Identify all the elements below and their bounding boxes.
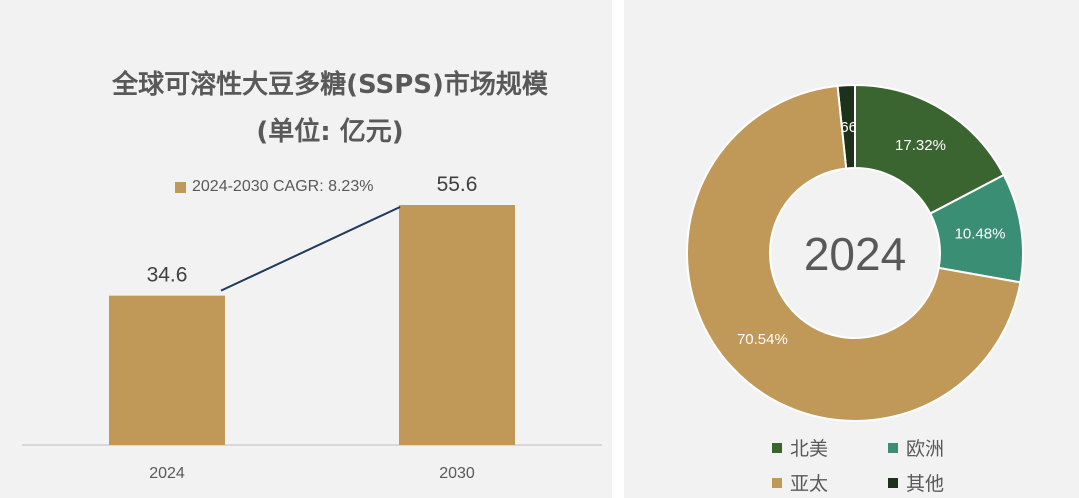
x-tick-label-2030: 2030 xyxy=(439,465,475,482)
legend-label: 北美 xyxy=(790,438,829,460)
chart-title: 全球可溶性大豆多糖(SSPS)市场规模 xyxy=(112,70,548,100)
bar-chart: 34.6 2024 55.6 2030 xyxy=(22,173,602,482)
slice-label-欧洲: 10.48% xyxy=(955,226,1006,243)
legend-item-north-america: 北美 xyxy=(772,434,888,461)
data-label-2024: 34.6 xyxy=(147,264,188,287)
chart-subtitle: (单位: 亿元) xyxy=(256,117,404,147)
x-tick-label-2024: 2024 xyxy=(149,465,185,482)
cagr-trend-line xyxy=(220,206,401,292)
legend-swatch xyxy=(888,442,898,453)
legend-label: 欧洲 xyxy=(906,438,945,460)
donut-center-label: 2024 xyxy=(804,228,906,280)
bar-2030 xyxy=(399,205,515,445)
data-label-2030: 55.6 xyxy=(437,173,478,196)
legend-item-europe: 欧洲 xyxy=(888,434,988,461)
legend-item-other: 其他 xyxy=(888,469,988,496)
bar-legend: 2024-2030 CAGR: 8.23% xyxy=(175,178,373,196)
legend-swatch xyxy=(888,477,898,488)
bar-2024 xyxy=(109,295,225,445)
donut-legend: 北美 欧洲 亚太 其他 xyxy=(772,434,988,496)
bar-legend-label: 2024-2030 CAGR: 8.23% xyxy=(192,178,374,195)
bar-legend-swatch xyxy=(175,181,186,193)
legend-swatch xyxy=(772,477,782,488)
legend-label: 其他 xyxy=(906,473,945,495)
slice-label-亚太: 70.54% xyxy=(737,331,788,348)
legend-item-asia-pacific: 亚太 xyxy=(772,469,888,496)
slice-label-北美: 17.32% xyxy=(895,137,946,154)
legend-swatch xyxy=(772,442,782,453)
donut-slice-亚太 xyxy=(686,84,1022,422)
legend-label: 亚太 xyxy=(790,473,829,495)
